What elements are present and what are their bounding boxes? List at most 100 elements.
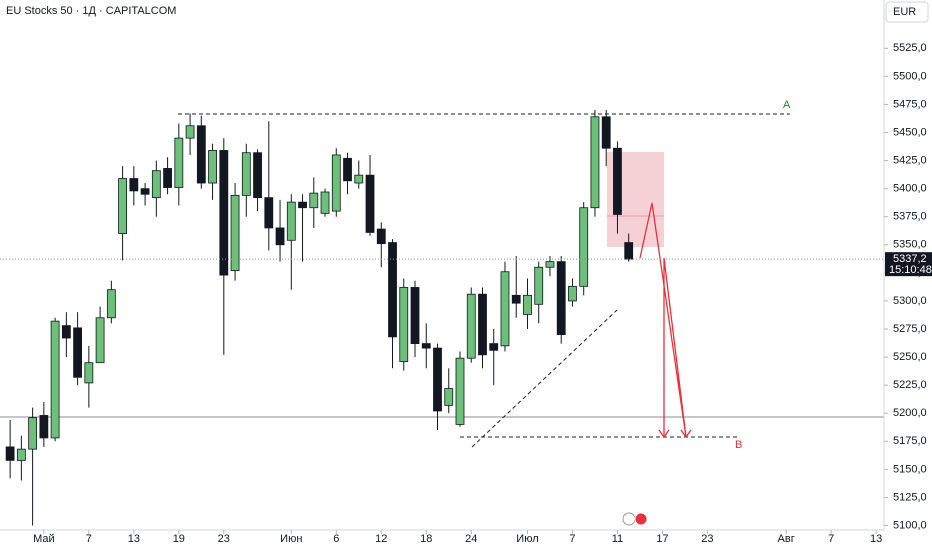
candle-body bbox=[320, 191, 330, 214]
y-tick-label: 5250,0 bbox=[893, 351, 927, 363]
x-tick-label: 19 bbox=[173, 533, 185, 545]
candle-body bbox=[478, 293, 487, 356]
candle-body bbox=[118, 178, 127, 234]
candle-body bbox=[39, 415, 49, 439]
candle-body bbox=[151, 170, 161, 199]
trend-line bbox=[471, 309, 618, 448]
candle-body bbox=[455, 357, 465, 425]
annotation-b: B bbox=[735, 439, 742, 451]
candle-body bbox=[253, 152, 262, 199]
candle-body bbox=[28, 417, 38, 450]
candle-body bbox=[433, 347, 442, 412]
candle-body bbox=[376, 228, 386, 245]
candle-body bbox=[624, 242, 634, 260]
candle-body bbox=[601, 116, 611, 149]
candle-body bbox=[129, 178, 139, 192]
candle-body bbox=[275, 227, 285, 246]
candle-body bbox=[421, 343, 431, 349]
candle-body bbox=[219, 150, 229, 276]
last-price: 5337,2 bbox=[893, 253, 927, 265]
candle-body bbox=[264, 197, 274, 229]
y-tick-label: 5200,0 bbox=[893, 407, 927, 419]
candle-body bbox=[185, 125, 195, 139]
candle-body bbox=[61, 325, 71, 339]
y-tick-label: 5300,0 bbox=[893, 295, 927, 307]
candle-body bbox=[466, 293, 476, 359]
chart-title: EU Stocks 50 · 1Д · CAPITALCOM bbox=[6, 5, 176, 17]
candle-body bbox=[298, 201, 307, 209]
x-tick-label: 13 bbox=[870, 533, 882, 545]
candle-body bbox=[5, 446, 15, 461]
candle-body bbox=[556, 261, 566, 336]
candle-body bbox=[500, 271, 510, 347]
candle-body bbox=[590, 116, 600, 209]
candle-body bbox=[286, 201, 296, 241]
x-tick-label: Июл bbox=[516, 533, 538, 545]
candle-body bbox=[523, 294, 532, 315]
candle-body bbox=[399, 287, 409, 362]
currency-button[interactable] bbox=[885, 1, 929, 23]
y-tick-label: 5425,0 bbox=[893, 154, 927, 166]
candle-body bbox=[196, 125, 206, 184]
x-tick-label: 18 bbox=[420, 533, 432, 545]
y-tick-label: 5100,0 bbox=[893, 519, 927, 531]
annotation-a: A bbox=[783, 99, 791, 111]
candle-body bbox=[388, 242, 397, 338]
y-tick-label: 5175,0 bbox=[893, 435, 927, 447]
y-tick-label: 5125,0 bbox=[893, 491, 927, 503]
candle-body bbox=[95, 317, 105, 364]
x-tick-label: 7 bbox=[86, 533, 92, 545]
y-tick-label: 5400,0 bbox=[893, 183, 927, 195]
candle-body bbox=[309, 192, 319, 209]
x-tick-label: 13 bbox=[128, 533, 140, 545]
y-tick-label: 5475,0 bbox=[893, 98, 927, 110]
y-tick-label: 5275,0 bbox=[893, 323, 927, 335]
candle-body bbox=[230, 194, 240, 272]
candle-body bbox=[331, 154, 341, 212]
currency[interactable]: EUR bbox=[893, 6, 916, 18]
candle-body bbox=[545, 261, 555, 268]
candle-body bbox=[579, 207, 589, 287]
candle-body bbox=[613, 147, 622, 215]
candle-body bbox=[140, 188, 150, 195]
candle-body bbox=[511, 294, 521, 304]
candle-body bbox=[489, 343, 499, 351]
y-tick-label: 5350,0 bbox=[893, 239, 927, 251]
countdown: 15:10:48 bbox=[889, 264, 932, 276]
candle-body bbox=[444, 388, 454, 406]
x-tick-label: 24 bbox=[465, 533, 477, 545]
candle-body bbox=[73, 327, 83, 378]
x-tick-label: 6 bbox=[333, 533, 339, 545]
candle-body bbox=[354, 174, 364, 184]
y-tick-label: 5150,0 bbox=[893, 463, 927, 475]
x-tick-label: 23 bbox=[701, 533, 713, 545]
candle-body bbox=[163, 168, 172, 188]
y-tick-label: 5375,0 bbox=[893, 211, 927, 223]
price-label-box bbox=[885, 252, 932, 277]
x-tick-label: Июн bbox=[280, 533, 302, 545]
x-tick-label: 12 bbox=[375, 533, 387, 545]
candle-body bbox=[84, 362, 94, 384]
x-tick-label: Май bbox=[33, 533, 55, 545]
candle-body bbox=[568, 285, 577, 302]
candle-body bbox=[16, 448, 26, 461]
event-icon[interactable] bbox=[622, 512, 636, 526]
candle-body bbox=[534, 266, 544, 305]
x-tick-label: 17 bbox=[656, 533, 668, 545]
candle-body bbox=[365, 174, 375, 233]
candle-body bbox=[106, 289, 116, 319]
y-tick-label: 5225,0 bbox=[893, 379, 927, 391]
candle-body bbox=[241, 152, 251, 196]
candle-body bbox=[208, 150, 217, 184]
event-icon[interactable] bbox=[634, 512, 648, 526]
x-tick-label: 7 bbox=[828, 533, 834, 545]
arrow-head bbox=[680, 429, 692, 439]
x-tick-label: 23 bbox=[218, 533, 230, 545]
candle-body bbox=[50, 320, 60, 439]
x-tick-label: 7 bbox=[569, 533, 575, 545]
candle-body bbox=[174, 137, 184, 188]
x-tick-label: 11 bbox=[612, 533, 623, 545]
y-tick-label: 5525,0 bbox=[893, 42, 927, 54]
